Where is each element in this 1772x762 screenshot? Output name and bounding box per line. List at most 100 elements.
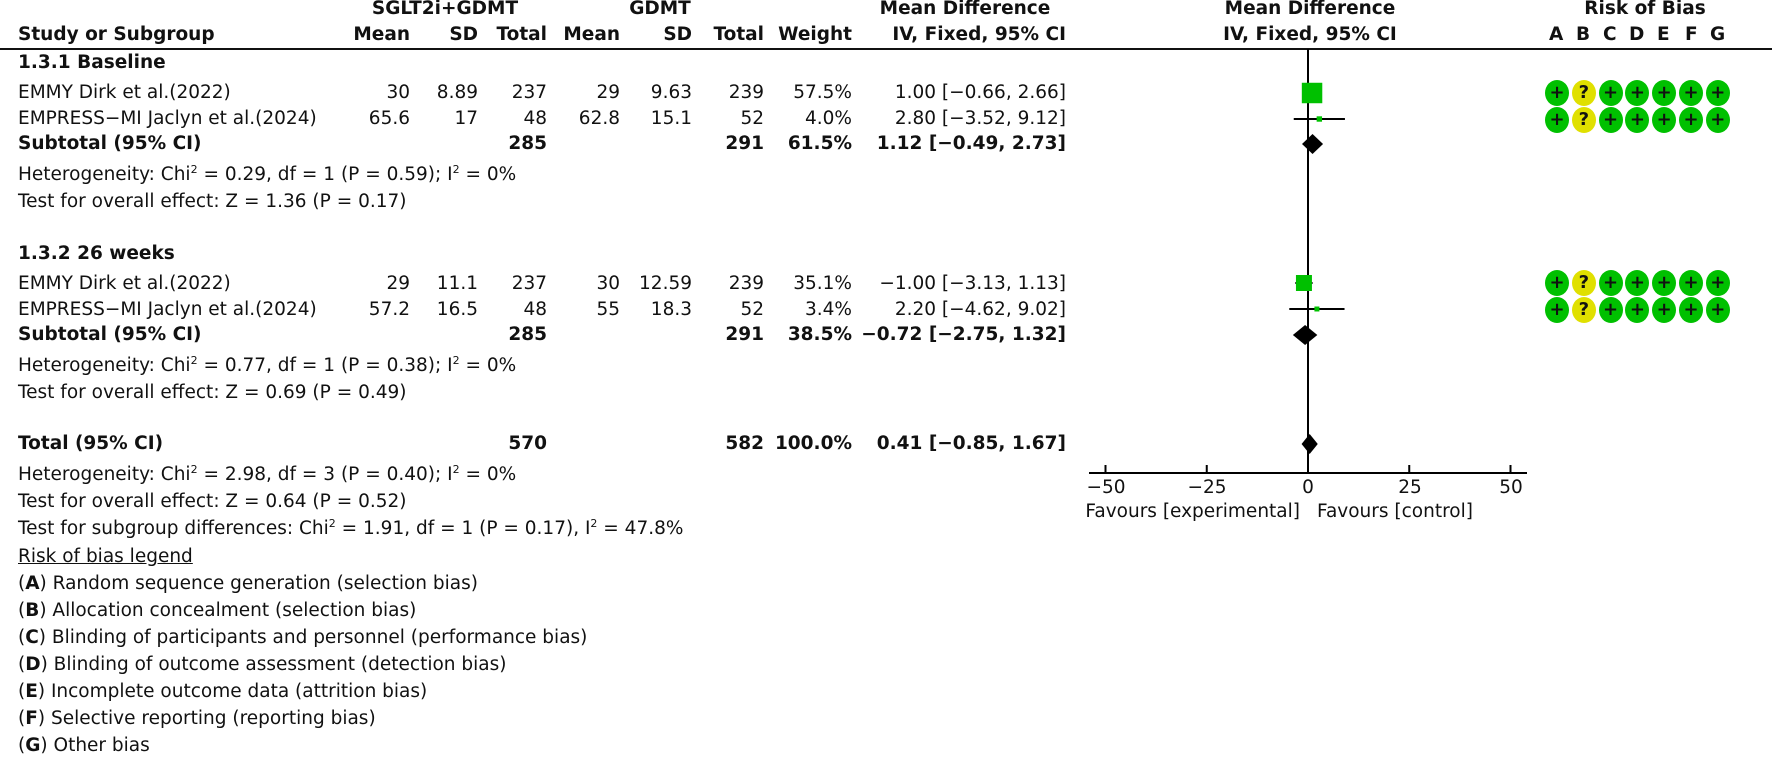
ci: 1.00 [−0.66, 2.66] bbox=[894, 82, 1066, 103]
subtotal-weight: 61.5% bbox=[787, 133, 852, 154]
rob-header: Risk of Bias bbox=[1584, 0, 1706, 19]
col-ci: IV, Fixed, 95% CI bbox=[892, 24, 1066, 45]
col-plot-ci: IV, Fixed, 95% CI bbox=[1223, 24, 1397, 45]
rob-domain-G: G bbox=[1710, 24, 1726, 45]
heterogeneity-text: Heterogeneity: Chi2 = 0.29, df = 1 (P = … bbox=[18, 163, 517, 185]
subtotal-diamond bbox=[1302, 134, 1324, 154]
total-total1: 570 bbox=[508, 433, 547, 454]
col-mean2: Mean bbox=[563, 24, 620, 45]
col-study: Study or Subgroup bbox=[18, 24, 215, 45]
ci: 2.20 [−4.62, 9.02] bbox=[894, 299, 1066, 320]
axis-tick-label: −50 bbox=[1086, 477, 1126, 498]
low-risk-icon: + bbox=[1705, 270, 1730, 296]
low-risk-icon: + bbox=[1625, 297, 1650, 323]
rob-domain-D: D bbox=[1629, 24, 1645, 45]
overall-diamond bbox=[1301, 434, 1318, 454]
group2-header: GDMT bbox=[629, 0, 691, 19]
col-sd1: SD bbox=[449, 24, 478, 45]
low-risk-icon: + bbox=[1625, 107, 1650, 133]
mean1: 57.2 bbox=[368, 299, 410, 320]
rob-legend-item: (B) Allocation concealment (selection bi… bbox=[18, 600, 417, 621]
col-weight: Weight bbox=[778, 24, 852, 45]
low-risk-icon: + bbox=[1598, 80, 1623, 106]
rob-domain-A: A bbox=[1549, 24, 1564, 45]
study-name: EMMY Dirk et al.(2022) bbox=[18, 82, 231, 103]
low-risk-icon: + bbox=[1679, 297, 1703, 323]
weight: 57.5% bbox=[793, 82, 852, 103]
study-name: EMMY Dirk et al.(2022) bbox=[18, 273, 231, 294]
rob-domain-C: C bbox=[1603, 24, 1617, 45]
mean2: 62.8 bbox=[578, 108, 620, 129]
sd1: 16.5 bbox=[436, 299, 478, 320]
rob-legend-item: (C) Blinding of participants and personn… bbox=[18, 627, 588, 648]
col-sd2: SD bbox=[663, 24, 692, 45]
mean2: 30 bbox=[596, 273, 620, 294]
low-risk-icon: + bbox=[1598, 297, 1623, 323]
low-risk-icon: + bbox=[1545, 107, 1569, 133]
unclear-risk-icon: ? bbox=[1571, 107, 1596, 133]
mean2: 29 bbox=[596, 82, 620, 103]
mean2: 55 bbox=[596, 299, 620, 320]
total-total2: 582 bbox=[725, 433, 764, 454]
total1: 48 bbox=[523, 299, 547, 320]
subtotal-total1: 285 bbox=[508, 324, 547, 345]
effect-square-marker bbox=[1314, 306, 1320, 312]
total-ci: 0.41 [−0.85, 1.67] bbox=[876, 433, 1066, 454]
axis-tick-label: 25 bbox=[1398, 477, 1422, 498]
rob-legend-item: (A) Random sequence generation (selectio… bbox=[18, 573, 478, 594]
low-risk-icon: + bbox=[1625, 270, 1650, 296]
effect-square-marker bbox=[1316, 116, 1323, 122]
study-name: EMPRESS−MI Jaclyn et al.(2024) bbox=[18, 299, 317, 320]
subtotal-total2: 291 bbox=[725, 133, 764, 154]
sd1: 17 bbox=[454, 108, 478, 129]
unclear-risk-icon: ? bbox=[1571, 80, 1596, 106]
subtotal-diamond bbox=[1292, 325, 1318, 345]
col-mean1: Mean bbox=[353, 24, 410, 45]
rob-domain-E: E bbox=[1657, 24, 1670, 45]
low-risk-icon: + bbox=[1545, 80, 1569, 106]
unclear-risk-icon: ? bbox=[1571, 270, 1596, 296]
total2: 52 bbox=[740, 299, 764, 320]
effect-square-marker bbox=[1295, 275, 1312, 291]
total2: 239 bbox=[728, 273, 764, 294]
group1-header: SGLT2i+GDMT bbox=[371, 0, 519, 19]
heterogeneity-text: Heterogeneity: Chi2 = 0.77, df = 1 (P = … bbox=[18, 354, 517, 376]
subtotal-label: Subtotal (95% CI) bbox=[18, 133, 202, 154]
favours-experimental-label: Favours [experimental] bbox=[1085, 501, 1300, 522]
total-heterogeneity-text: Heterogeneity: Chi2 = 2.98, df = 3 (P = … bbox=[18, 463, 517, 485]
low-risk-icon: + bbox=[1705, 297, 1730, 323]
col-total2: Total bbox=[713, 24, 764, 45]
total1: 237 bbox=[511, 82, 547, 103]
low-risk-icon: + bbox=[1652, 107, 1677, 133]
mean1: 29 bbox=[386, 273, 410, 294]
sd2: 15.1 bbox=[650, 108, 692, 129]
effect-square-marker bbox=[1301, 82, 1323, 104]
total1: 48 bbox=[523, 108, 547, 129]
total-weight: 100.0% bbox=[774, 433, 852, 454]
subtotal-label: Subtotal (95% CI) bbox=[18, 324, 202, 345]
axis-tick-label: 0 bbox=[1302, 477, 1314, 498]
sd1: 8.89 bbox=[436, 82, 478, 103]
weight: 4.0% bbox=[805, 108, 852, 129]
low-risk-icon: + bbox=[1679, 270, 1703, 296]
low-risk-icon: + bbox=[1652, 80, 1677, 106]
subgroup-title: 1.3.2 26 weeks bbox=[18, 243, 175, 264]
sd1: 11.1 bbox=[436, 273, 478, 294]
overall-effect-text: Test for overall effect: Z = 1.36 (P = 0… bbox=[18, 191, 407, 212]
low-risk-icon: + bbox=[1545, 270, 1569, 296]
subtotal-ci: 1.12 [−0.49, 2.73] bbox=[876, 133, 1066, 154]
rob-domain-F: F bbox=[1685, 24, 1698, 45]
low-risk-icon: + bbox=[1545, 297, 1569, 323]
subgroup-differences-text: Test for subgroup differences: Chi2 = 1.… bbox=[18, 517, 684, 539]
ci: 2.80 [−3.52, 9.12] bbox=[894, 108, 1066, 129]
weight: 3.4% bbox=[805, 299, 852, 320]
header-divider bbox=[0, 48, 1772, 50]
total1: 237 bbox=[511, 273, 547, 294]
subtotal-total1: 285 bbox=[508, 133, 547, 154]
col-total1: Total bbox=[496, 24, 547, 45]
rob-domain-B: B bbox=[1576, 24, 1591, 45]
subtotal-weight: 38.5% bbox=[787, 324, 852, 345]
overall-effect-text: Test for overall effect: Z = 0.69 (P = 0… bbox=[18, 382, 407, 403]
subgroup-title: 1.3.1 Baseline bbox=[18, 52, 166, 73]
